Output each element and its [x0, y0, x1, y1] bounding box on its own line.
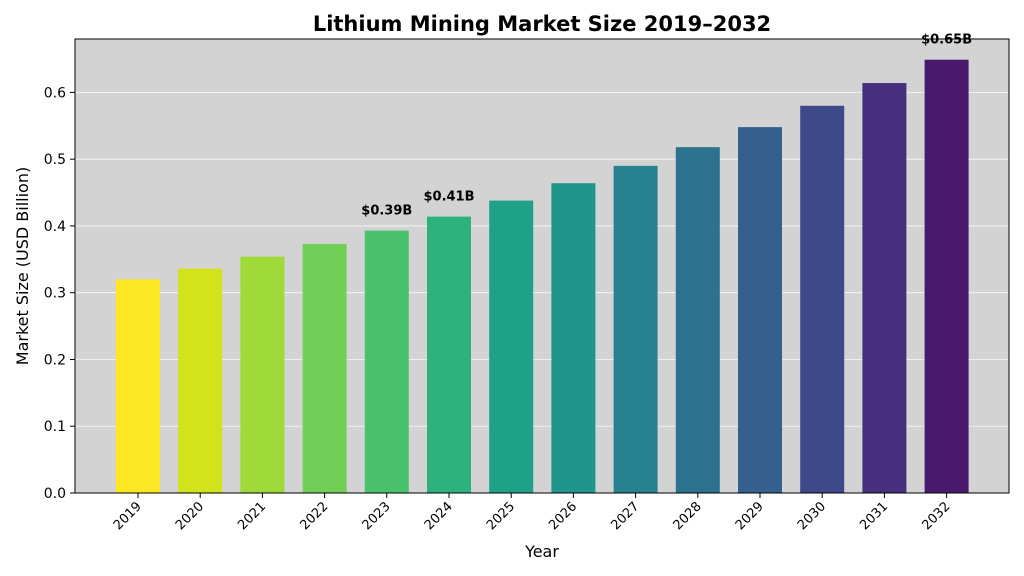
x-tick-label: 2025	[484, 499, 518, 533]
x-tick-label: 2019	[111, 499, 145, 533]
y-tick-label: 0.1	[44, 419, 66, 435]
bar-2030	[800, 105, 845, 493]
bar-2029	[738, 127, 782, 494]
x-tick-label: 2023	[360, 499, 394, 533]
y-axis-label: Market Size (USD Billion)	[13, 167, 32, 365]
x-tick-label: 2028	[671, 499, 705, 533]
y-tick-label: 0.5	[44, 152, 66, 168]
x-tick-label: 2030	[795, 499, 829, 533]
x-tick-label: 2031	[857, 499, 891, 533]
x-tick-label: 2027	[608, 499, 642, 533]
bar-2031	[862, 83, 907, 494]
bar-2023	[364, 230, 409, 494]
x-tick-label: 2020	[173, 499, 207, 533]
x-tick-label: 2024	[422, 499, 456, 533]
y-tick-label: 0.2	[44, 352, 66, 368]
x-tick-label: 2029	[733, 499, 767, 533]
bar-2028	[675, 147, 720, 494]
bar-2022	[302, 243, 347, 493]
bars	[116, 59, 969, 494]
bar-2021	[240, 256, 285, 493]
grid	[75, 92, 1009, 427]
bar-2024	[427, 216, 471, 493]
data-label: $0.41B	[423, 190, 474, 205]
x-tick-label: 2026	[546, 499, 580, 533]
bar-2025	[489, 200, 534, 493]
data-label: $0.39B	[361, 204, 412, 219]
x-tick-label: 2021	[235, 499, 269, 533]
bar-2020	[178, 268, 223, 493]
bar-2032	[924, 59, 969, 494]
y-tick-label: 0.6	[44, 85, 66, 101]
x-tick-label: 2032	[919, 499, 953, 533]
data-label: $0.65B	[921, 33, 972, 48]
plot-area	[75, 39, 1009, 493]
bar-2019	[116, 279, 160, 493]
plot-frame	[74, 38, 1010, 494]
bar-2027	[613, 165, 658, 493]
x-axis-label: Year	[524, 542, 559, 561]
y-tick-label: 0.4	[44, 219, 66, 235]
chart-title: Lithium Mining Market Size 2019–2032	[313, 12, 771, 36]
y-tick-label: 0.0	[44, 486, 66, 502]
x-tick-label: 2022	[297, 499, 331, 533]
y-tick-label: 0.3	[44, 286, 66, 302]
bar-2026	[551, 183, 596, 493]
data-labels: $0.39B $0.41B $0.65B	[361, 33, 972, 219]
